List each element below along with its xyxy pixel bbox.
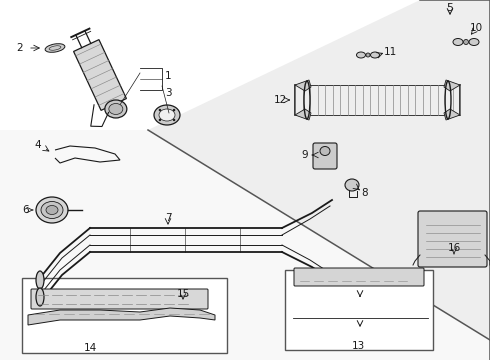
Polygon shape xyxy=(444,80,460,91)
Ellipse shape xyxy=(370,52,379,58)
Ellipse shape xyxy=(453,39,463,45)
Text: 4: 4 xyxy=(35,140,41,150)
Ellipse shape xyxy=(366,53,370,57)
Ellipse shape xyxy=(357,52,366,58)
Ellipse shape xyxy=(173,109,175,111)
Ellipse shape xyxy=(173,119,175,121)
Ellipse shape xyxy=(469,39,479,45)
Text: 3: 3 xyxy=(165,88,172,98)
FancyBboxPatch shape xyxy=(313,143,337,169)
Text: 5: 5 xyxy=(446,3,454,13)
Text: 14: 14 xyxy=(83,343,97,353)
FancyBboxPatch shape xyxy=(294,268,424,286)
FancyBboxPatch shape xyxy=(285,270,433,350)
Text: 6: 6 xyxy=(23,205,29,215)
Ellipse shape xyxy=(36,288,44,306)
Ellipse shape xyxy=(105,100,127,118)
Ellipse shape xyxy=(464,40,468,45)
Polygon shape xyxy=(74,40,126,111)
Ellipse shape xyxy=(41,202,63,219)
Ellipse shape xyxy=(36,271,44,289)
Text: 16: 16 xyxy=(447,243,461,253)
Text: 11: 11 xyxy=(383,47,396,57)
Text: 10: 10 xyxy=(469,23,483,33)
Polygon shape xyxy=(295,80,311,91)
Text: 12: 12 xyxy=(273,95,287,105)
FancyBboxPatch shape xyxy=(22,278,227,353)
Ellipse shape xyxy=(36,197,68,223)
Text: 13: 13 xyxy=(351,341,365,351)
Ellipse shape xyxy=(154,105,180,125)
FancyBboxPatch shape xyxy=(31,289,208,309)
Polygon shape xyxy=(148,0,490,340)
Text: 8: 8 xyxy=(362,188,368,198)
Ellipse shape xyxy=(45,44,65,52)
Ellipse shape xyxy=(345,179,359,191)
Polygon shape xyxy=(295,109,311,120)
Ellipse shape xyxy=(109,103,123,114)
Ellipse shape xyxy=(159,119,161,121)
Polygon shape xyxy=(0,130,490,360)
Polygon shape xyxy=(28,308,215,325)
Text: 7: 7 xyxy=(165,213,172,223)
Text: 1: 1 xyxy=(165,71,172,81)
Ellipse shape xyxy=(46,206,58,215)
Ellipse shape xyxy=(320,147,330,156)
Text: 9: 9 xyxy=(302,150,308,160)
Text: 15: 15 xyxy=(176,289,190,299)
Polygon shape xyxy=(444,109,460,120)
Text: 2: 2 xyxy=(17,43,24,53)
FancyBboxPatch shape xyxy=(418,211,487,267)
Ellipse shape xyxy=(159,109,161,111)
Ellipse shape xyxy=(159,109,175,121)
